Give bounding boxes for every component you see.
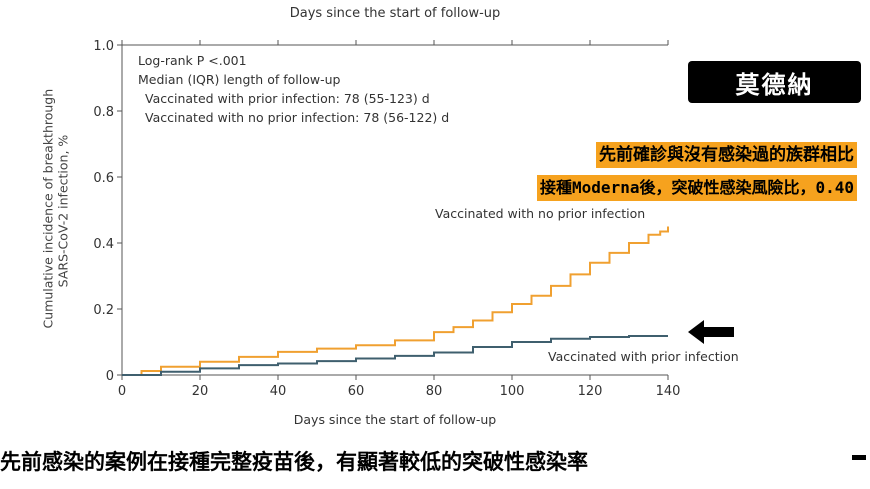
y-tick-label: 0.4 <box>93 237 114 252</box>
x-tick-label: 80 <box>426 384 443 399</box>
top-axis-label: Days since the start of follow-up <box>289 6 501 21</box>
y-tick-label: 0.8 <box>93 105 114 120</box>
series-lines <box>122 226 669 376</box>
x-tick-label: 100 <box>500 384 525 399</box>
series-label-no-prior: Vaccinated with no prior infection <box>435 206 645 221</box>
x-axis-label: Days since the start of follow-up <box>294 412 497 427</box>
left-arrow-icon <box>688 320 734 344</box>
highlight-line-1: 先前確診與沒有感染過的族群相比 <box>596 142 857 168</box>
x-tick-label: 120 <box>578 384 603 399</box>
x-tick-label: 60 <box>348 384 365 399</box>
y-tick-label: 0.2 <box>93 303 114 318</box>
median-noprior: Vaccinated with no prior infection: 78 (… <box>145 110 449 125</box>
median-prior: Vaccinated with prior infection: 78 (55-… <box>145 91 430 106</box>
x-tick-label: 40 <box>270 384 287 399</box>
y-tick-label: 1.0 <box>93 39 114 54</box>
series-label-prior: Vaccinated with prior infection <box>548 349 739 364</box>
x-tick-label: 0 <box>118 384 126 399</box>
brand-label: 莫德納 <box>688 61 861 103</box>
x-tick-label: 140 <box>656 384 681 399</box>
y-tick-label: 0 <box>106 369 114 384</box>
highlight-line-2: 接種Moderna後，突破性感染風險比，0.40 <box>537 175 857 201</box>
x-tick-label: 20 <box>192 384 209 399</box>
y-tick-label: 0.6 <box>93 171 114 186</box>
axes: 0 20 40 60 80 100 120 140 0 0.2 0.4 0.6 0.8 1.0 <box>93 39 680 399</box>
median-header: Median (IQR) length of follow-up <box>138 72 341 87</box>
trailing-dash <box>852 455 866 460</box>
chart-canvas: 0 20 40 60 80 100 120 140 0 0.2 0.4 0.6 0.8 1.0 Log-r… <box>93 39 739 427</box>
series-line-prior <box>122 335 668 376</box>
logrank-annotation: Log-rank P <.001 <box>138 53 247 68</box>
series-line-no-prior <box>122 226 669 376</box>
subtitle: 先前感染的案例在接種完整疫苗後，有顯著較低的突破性感染率 <box>0 450 588 474</box>
